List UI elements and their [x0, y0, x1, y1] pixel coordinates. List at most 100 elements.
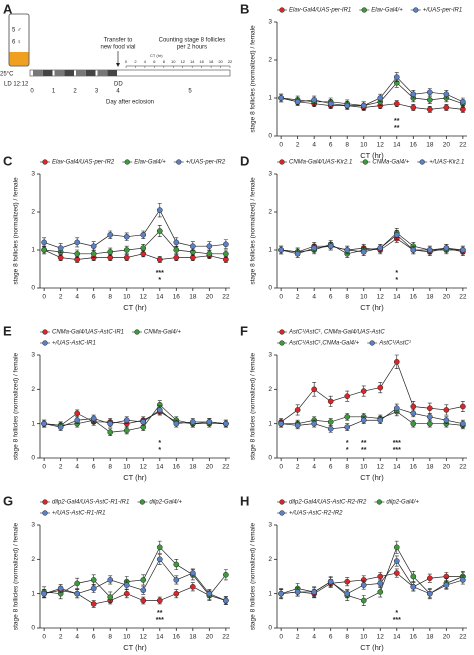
- legend-label: AstC¹/AstC¹: [378, 341, 411, 347]
- x-tick-label: 6: [92, 294, 96, 301]
- data-point: [123, 590, 130, 597]
- y-tick-label: 1: [31, 420, 35, 427]
- legend-label: AstC¹/AstC¹,CNMa-Gal4/+: [288, 341, 360, 347]
- x-tick-label: 14: [393, 294, 401, 301]
- data-point: [393, 100, 400, 107]
- data-point: [206, 419, 213, 425]
- x-tick-label: 20: [443, 294, 451, 301]
- significance: *: [395, 610, 398, 617]
- data-point: [460, 577, 466, 583]
- data-point: [140, 419, 147, 425]
- legend-label: +/UAS-Kir2.1: [429, 160, 464, 166]
- series-line: [44, 546, 227, 598]
- dark-phase: [64, 70, 74, 76]
- y-axis-label: stage 8 follicles (normalized) / female: [250, 177, 257, 285]
- x-tick-label: 4: [75, 294, 79, 301]
- data-point: [360, 388, 367, 394]
- x-tick-label: 12: [140, 634, 148, 641]
- legend-label: +/UAS-AstC-R2-IR2: [289, 511, 343, 517]
- x-tick-label: 16: [410, 464, 418, 471]
- data-point: [393, 544, 400, 551]
- data-point: [206, 590, 213, 597]
- data-point: [443, 245, 450, 251]
- x-tick-label: 18: [426, 142, 434, 149]
- x-tick-label: 18: [189, 634, 197, 641]
- series-line: [44, 558, 227, 601]
- ct-tick-label: 16: [199, 59, 204, 64]
- x-tick-label: 4: [312, 294, 316, 301]
- day-number: 1: [52, 89, 56, 95]
- x-axis-label: CT (hr): [123, 303, 147, 312]
- data-point: [327, 419, 334, 425]
- x-tick-label: 4: [312, 634, 316, 641]
- significance: **: [361, 440, 367, 447]
- dark-phase: [85, 70, 96, 76]
- data-point: [443, 417, 450, 424]
- legend-marker: [413, 7, 419, 13]
- x-tick-label: 0: [279, 294, 283, 301]
- data-point: [426, 89, 433, 96]
- x-tick-label: 16: [173, 464, 181, 471]
- y-tick-label: 3: [31, 522, 35, 529]
- x-tick-label: 12: [140, 464, 148, 471]
- x-tick-label: 4: [75, 464, 79, 471]
- data-point: [189, 243, 196, 250]
- data-point: [393, 558, 400, 564]
- panel-label: D: [240, 153, 249, 168]
- y-tick-label: 2: [268, 57, 272, 64]
- series-line: [44, 586, 226, 605]
- y-tick-label: 1: [268, 590, 272, 597]
- data-point: [377, 245, 384, 251]
- x-tick-label: 0: [42, 634, 46, 641]
- x-tick-label: 18: [189, 464, 197, 471]
- data-point: [90, 601, 97, 607]
- data-point: [278, 95, 284, 101]
- x-tick-label: 6: [92, 464, 96, 471]
- data-point: [426, 575, 433, 582]
- data-point: [189, 583, 196, 590]
- data-point: [344, 590, 351, 597]
- data-point: [123, 254, 130, 261]
- x-tick-label: 10: [360, 634, 368, 641]
- data-point: [107, 429, 114, 436]
- data-point: [123, 582, 130, 588]
- x-tick-label: 22: [222, 294, 230, 301]
- significance: *: [346, 440, 349, 447]
- data-point: [173, 247, 180, 253]
- data-point: [41, 247, 47, 253]
- x-tick-label: 2: [59, 294, 63, 301]
- legend-label: +/UAS-per-IR2: [186, 160, 226, 166]
- y-tick-label: 3: [31, 352, 35, 359]
- x-tick-label: 0: [279, 142, 283, 149]
- legend-label: CNMa-Gal4/+: [144, 330, 181, 336]
- light-phase: [76, 70, 86, 76]
- x-tick-label: 8: [345, 294, 349, 301]
- data-point: [74, 590, 81, 597]
- series-line: [44, 404, 226, 433]
- data-point: [311, 420, 318, 427]
- panel-label: G: [3, 493, 13, 508]
- series-line: [281, 546, 464, 601]
- legend-marker: [376, 499, 383, 505]
- ct-tick-label: 2: [134, 59, 137, 64]
- x-tick-label: 22: [459, 634, 467, 641]
- x-tick-label: 16: [173, 634, 181, 641]
- x-tick-label: 2: [59, 634, 63, 641]
- legend-marker: [124, 159, 130, 165]
- data-point: [74, 417, 81, 424]
- x-axis-label: CT (hr): [360, 643, 384, 652]
- data-point: [311, 589, 318, 595]
- x-tick-label: 0: [42, 294, 46, 301]
- x-tick-label: 4: [312, 142, 316, 149]
- y-tick-label: 1: [31, 247, 35, 254]
- y-tick-label: 0: [31, 285, 35, 292]
- data-point: [377, 580, 384, 587]
- data-point: [426, 247, 433, 253]
- data-point: [327, 578, 334, 585]
- y-tick-label: 0: [268, 285, 272, 292]
- x-tick-label: 8: [108, 464, 112, 471]
- series-line: [43, 249, 226, 260]
- legend-marker: [139, 499, 146, 505]
- data-point: [223, 250, 229, 257]
- x-tick-label: 4: [312, 464, 316, 471]
